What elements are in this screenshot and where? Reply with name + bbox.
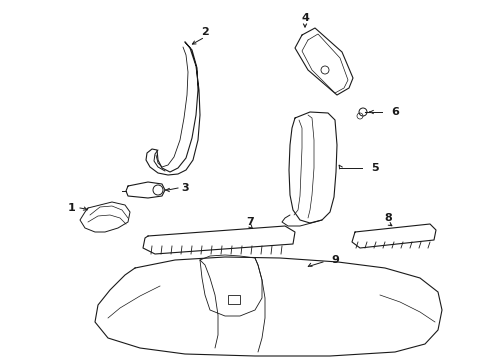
Text: 4: 4 <box>301 13 308 23</box>
Text: 5: 5 <box>370 163 378 173</box>
Text: 8: 8 <box>384 213 391 223</box>
Text: 6: 6 <box>390 107 398 117</box>
Text: 1: 1 <box>68 203 76 213</box>
Text: 2: 2 <box>201 27 208 37</box>
Text: 7: 7 <box>245 217 253 227</box>
Bar <box>227 295 240 304</box>
Text: 3: 3 <box>181 183 188 193</box>
Text: 9: 9 <box>330 255 338 265</box>
